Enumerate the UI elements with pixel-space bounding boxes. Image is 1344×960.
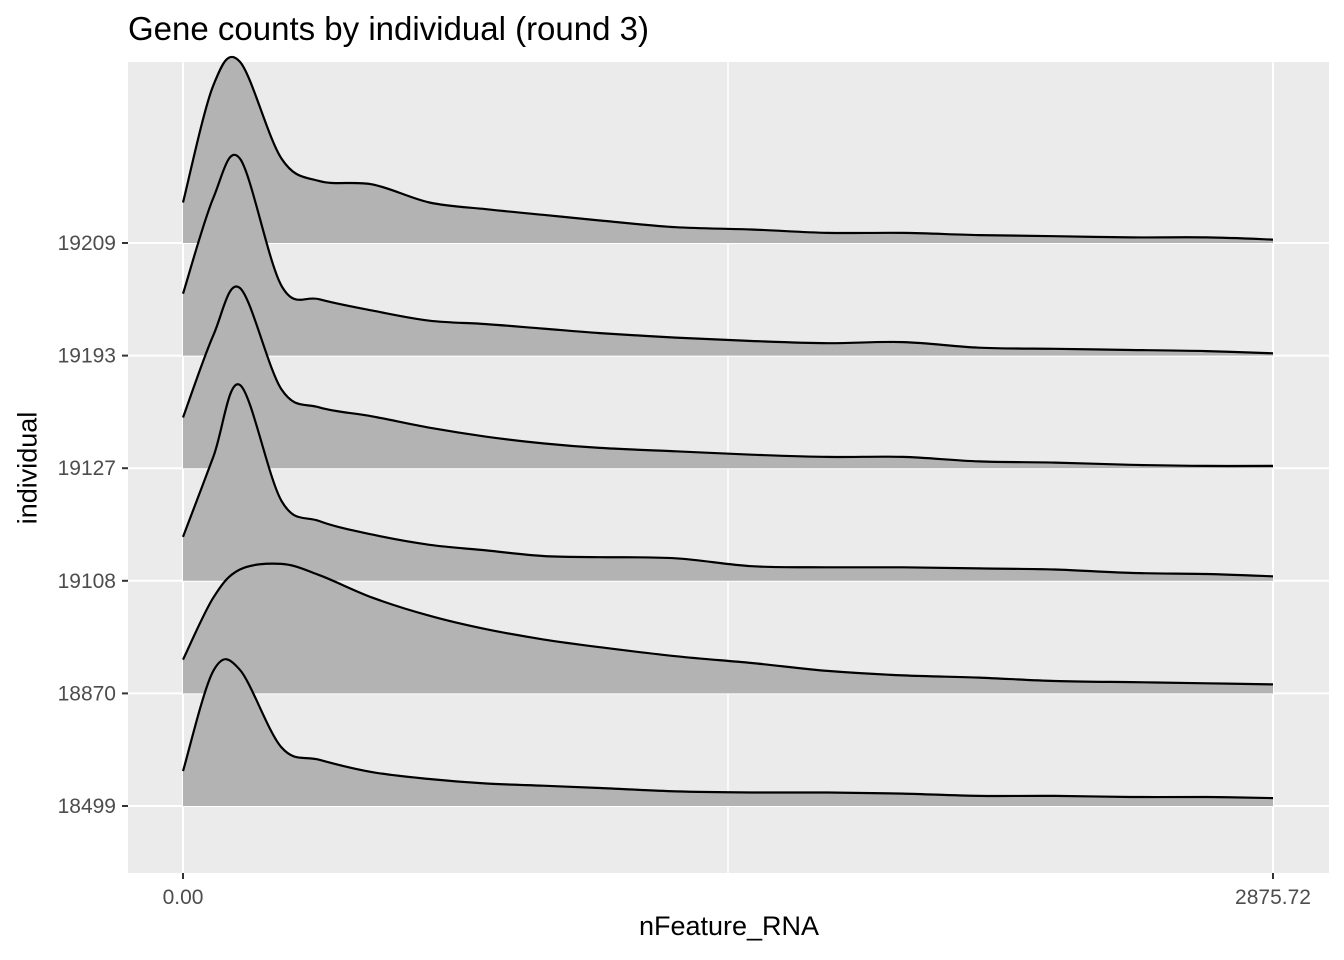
ridge-19209 [181, 55, 1274, 243]
ridge-fill-19209 [183, 56, 1273, 243]
ridge-19193 [181, 153, 1274, 356]
y-axis: 18499 18870 19108 19127 19193 19209 [58, 232, 128, 818]
y-tick-label-19127: 19127 [58, 457, 116, 480]
ridges [181, 55, 1274, 806]
y-tick-label-19193: 19193 [58, 345, 116, 368]
y-tick-label-18870: 18870 [58, 682, 116, 705]
y-tick-label-18499: 18499 [58, 795, 116, 818]
x-axis: 0.00 2875.72 [163, 873, 1311, 909]
ridge-fill-18870 [183, 563, 1273, 694]
ridge-19127 [181, 285, 1274, 469]
ridge-fill-19108 [183, 384, 1273, 581]
ridge-line-19108 [181, 383, 1274, 578]
x-axis-title: nFeature_RNA [638, 911, 820, 941]
y-tick-label-19209: 19209 [58, 232, 116, 255]
x-tick-label-1: 2875.72 [1235, 886, 1311, 909]
x-tick-label-0: 0.00 [163, 886, 204, 909]
ridge-19108 [181, 383, 1274, 581]
ridge-fill-18499 [183, 659, 1273, 806]
ridge-line-19193 [181, 153, 1274, 355]
ridge-18870 [182, 562, 1274, 694]
ridge-line-19127 [181, 285, 1274, 468]
ridge-line-19209 [181, 55, 1274, 241]
y-tick-label-19108: 19108 [58, 570, 116, 593]
ridge-fill-19193 [183, 154, 1273, 356]
ridge-18499 [181, 658, 1274, 806]
ridge-line-18499 [181, 658, 1274, 800]
ridge-fill-19127 [183, 286, 1273, 469]
chart-title: Gene counts by individual (round 3) [128, 10, 649, 47]
ridge-line-18870 [182, 562, 1274, 686]
y-axis-title: individual [12, 411, 43, 525]
